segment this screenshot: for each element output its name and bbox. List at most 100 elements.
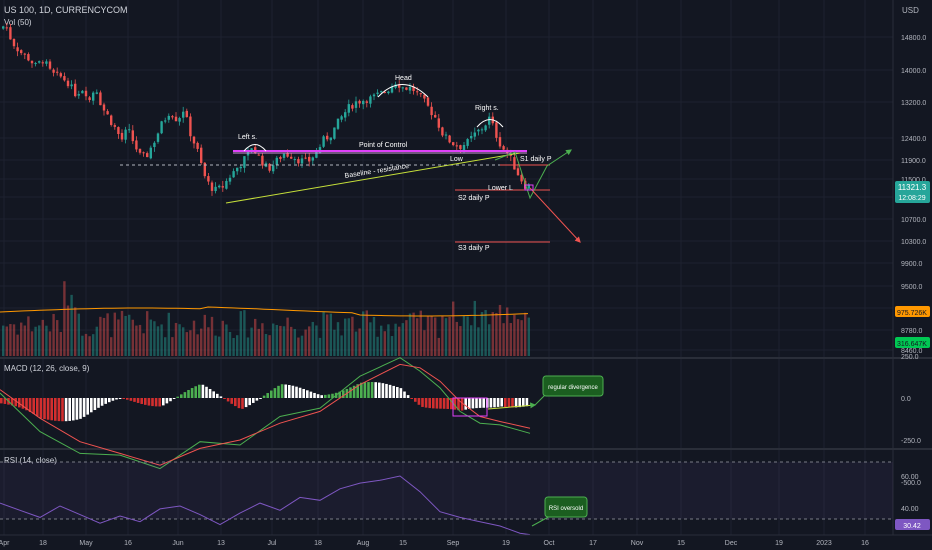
macd-histogram-bar [442,398,446,409]
volume-bar [444,318,448,356]
baseline-resistance-line[interactable] [225,152,521,204]
volume-bar [52,313,55,356]
macd-histogram-bar [111,398,115,401]
volume-bar [279,325,282,356]
volume-bar [516,319,520,356]
volume-bar [174,322,178,356]
candle-body [380,91,383,93]
candle-body [387,91,390,94]
macd-histogram-bar [392,385,395,398]
volume-bar [138,324,142,356]
macd-histogram-bar [183,392,187,398]
time-axis[interactable]: Apr 18 May 16 Jun 13 Jul 18 Aug 15 Sep 19 Oct 17 Nov 15… [0,540,869,547]
candle-body [2,26,5,29]
volume-bar [462,315,466,356]
macd-histogram-bar [457,398,460,411]
bar-countdown: 12:08:29 [898,195,925,202]
time-tick-label: Jul [268,540,277,547]
volume-indicator-label[interactable]: Vol (50) [4,18,32,27]
macd-histogram-bar [259,398,262,399]
macd-histogram-bar [234,398,237,407]
macd-histogram-bar [36,398,39,417]
volume-bar [509,323,512,356]
candle-body [372,94,376,97]
candle-body [477,129,480,132]
currency-label: USD [902,6,919,15]
volume-bar [239,311,242,356]
volume-bar [297,337,300,356]
candle-body [70,84,73,87]
candle-body [9,27,12,40]
macd-histogram-bar [129,398,133,401]
volume-bar [221,320,224,356]
candle-body [401,87,404,89]
macd-histogram-bar [385,383,388,398]
macd-label[interactable]: MACD (12, 26, close, 9) [4,364,90,373]
macd-tick-label: -500.0 [901,480,921,487]
time-tick-label: 17 [589,540,597,547]
volume-bar [293,329,296,356]
volume-bar [113,312,116,356]
candle-body [434,114,437,118]
macd-histogram-bar [266,393,269,398]
macd-histogram-bar [428,398,431,409]
macd-histogram-bar [10,398,14,406]
svg-text:975.726K: 975.726K [897,310,927,317]
macd-histogram-bar [21,398,25,409]
candle-body [156,133,160,142]
macd-histogram-bar [151,398,154,407]
rsi-tick-label: 40.00 [901,506,919,513]
macd-histogram-bar [54,398,57,421]
candle-body [20,50,23,54]
macd-histogram-bar [277,385,280,398]
volume-last-badge: 316.647K [895,337,930,348]
candle-body [261,155,264,166]
macd-histogram-bar [219,396,223,398]
candle-body [23,53,26,55]
volume-bar [228,331,232,356]
candle-body [336,118,340,129]
time-tick-label: 19 [502,540,510,547]
candle-body [308,156,311,162]
macd-histogram-bar [270,390,273,398]
volume-bar [203,314,206,356]
candle-body [347,104,350,113]
volume-bar [77,313,80,356]
macd-histogram-bar [133,398,136,402]
candle-body [30,60,34,64]
macd-histogram-bar [248,398,251,406]
candle-body [48,61,52,69]
regular-divergence-callout[interactable]: regular divergence [534,375,604,406]
volume-bar [369,322,372,356]
macd-histogram-bar [464,398,467,410]
macd-histogram-bar [320,395,323,398]
volume-bar [513,314,516,356]
candle-body [304,157,307,159]
macd-histogram-bar [280,384,284,398]
volume-bar [95,326,98,356]
macd-histogram-bar [226,398,230,402]
macd-histogram-bar [403,391,406,398]
symbol-title[interactable]: US 100, 1D, CURRENCYCOM [4,5,128,15]
macd-histogram-bar [396,387,399,398]
candle-body [52,69,55,73]
volume-bar [419,310,422,356]
volume-bar [365,310,368,356]
candle-body [326,135,329,140]
macd-histogram-bar [169,398,172,402]
bearish-projection-arrow[interactable] [529,187,581,243]
macd-histogram-bar [122,398,125,399]
bullish-projection-arrow[interactable] [494,149,572,200]
volume-bar [182,327,185,356]
macd-histogram-bar [435,398,439,409]
volume-bar [156,326,160,356]
rsi-label[interactable]: RSI (14, close) [4,456,57,465]
rsi-oversold-callout[interactable]: RSI oversold [531,496,588,527]
candle-body [81,90,84,94]
candle-body [257,154,260,156]
candle-body [315,151,318,158]
time-tick-label: Apr [0,540,10,547]
macd-tick-label: -250.0 [901,438,921,445]
candle-body [106,111,109,115]
